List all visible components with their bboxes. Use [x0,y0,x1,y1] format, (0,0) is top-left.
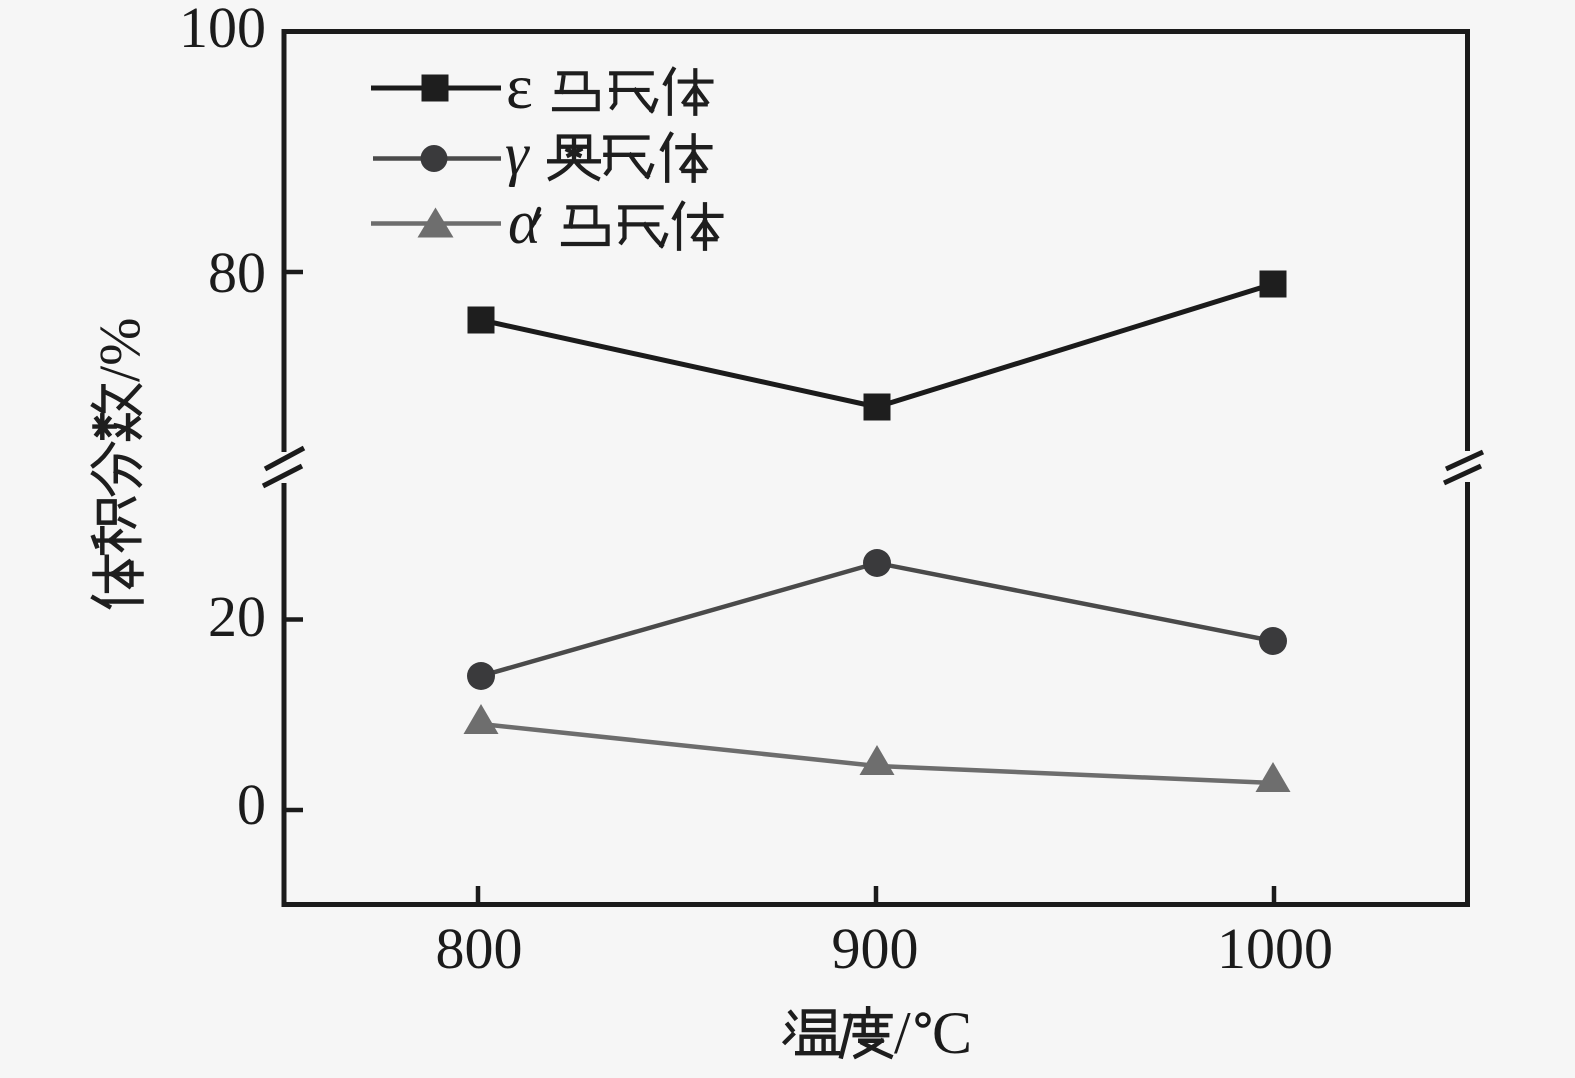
svg-text:20: 20 [208,584,266,649]
svg-text:0: 0 [237,772,266,837]
svg-text:C: C [932,1000,972,1066]
svg-text:1000: 1000 [1217,916,1333,981]
svg-text:/%: /% [87,318,152,382]
svg-text:80: 80 [208,240,266,305]
svg-text:/: / [894,1000,911,1066]
svg-text:800: 800 [436,916,523,981]
svg-text:900: 900 [832,916,919,981]
svg-text:100: 100 [179,0,266,60]
svg-text:ε: ε [506,51,533,122]
svg-text:γ: γ [505,121,530,187]
svg-text:α: α [508,189,542,257]
